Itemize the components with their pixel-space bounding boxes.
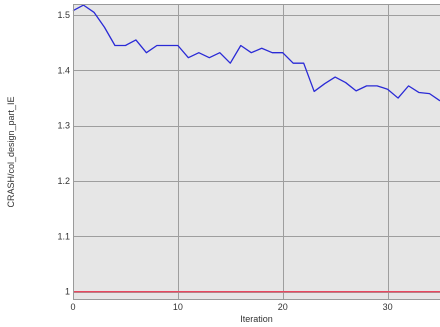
- series-lines: [72, 4, 440, 293]
- x-axis-label: Iteration: [240, 314, 273, 324]
- x-tick-label: 30: [383, 302, 393, 312]
- plot-frame: [73, 4, 440, 300]
- y-tick-label: 1.3: [57, 121, 70, 131]
- y-tick-label: 1.2: [57, 176, 70, 186]
- x-tick-label: 0: [70, 302, 75, 312]
- y-axis-ticks: 1 1.1 1.2 1.3 1.4 1.5: [57, 10, 70, 297]
- x-tick-label: 10: [173, 302, 183, 312]
- y-axis-label: CRASH/col_design_part_IE: [6, 96, 16, 207]
- y-tick-label: 1.5: [57, 10, 70, 20]
- y-tick-label: 1: [65, 287, 70, 297]
- series-line-blue: [72, 4, 440, 102]
- x-tick-label: 20: [278, 302, 288, 312]
- y-tick-label: 1.4: [57, 65, 70, 75]
- x-axis-ticks: 0 10 20 30: [70, 302, 392, 312]
- plot-area: [73, 4, 440, 300]
- y-tick-label: 1.1: [57, 231, 70, 241]
